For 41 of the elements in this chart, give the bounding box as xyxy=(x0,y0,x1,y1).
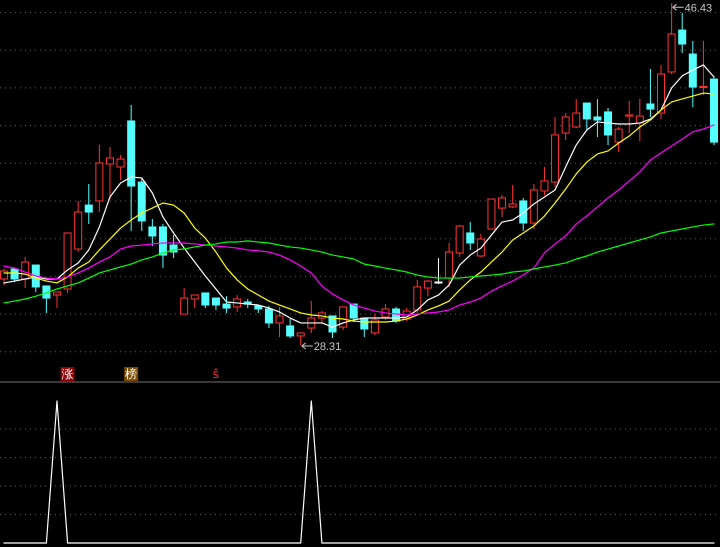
candlestick xyxy=(370,314,379,336)
candlestick xyxy=(307,300,316,334)
candlestick xyxy=(498,194,506,218)
candlestick xyxy=(646,68,654,118)
candlestick xyxy=(180,288,188,315)
candlestick xyxy=(434,258,442,285)
candlestick xyxy=(116,154,125,180)
candlestick xyxy=(212,298,220,310)
candlestick xyxy=(52,292,61,309)
candlestick xyxy=(276,306,284,338)
candlestick xyxy=(466,222,474,250)
candlestick xyxy=(413,279,422,314)
candlestick xyxy=(190,294,199,309)
candlestick xyxy=(0,268,8,286)
candlestick xyxy=(699,40,708,96)
candlestick xyxy=(593,98,602,138)
candlestick xyxy=(614,126,623,153)
candlestick xyxy=(424,279,432,297)
candlestick xyxy=(264,305,273,329)
candlestick xyxy=(84,183,93,224)
candlestick xyxy=(540,166,548,196)
candlestick xyxy=(476,233,485,258)
candlestick xyxy=(222,296,231,314)
candlestick xyxy=(286,318,294,339)
candlestick xyxy=(678,12,686,54)
candlestick xyxy=(42,285,50,314)
candlestick xyxy=(201,292,210,309)
candlestick xyxy=(582,102,591,130)
candlestick xyxy=(508,184,517,209)
candlestick xyxy=(350,304,358,322)
annotation: 46.43 xyxy=(684,2,712,14)
candlestick xyxy=(562,112,570,141)
text: ŝ xyxy=(212,367,220,381)
candlestick xyxy=(148,218,156,246)
candlestick xyxy=(572,98,580,128)
candlestick xyxy=(625,100,634,134)
candlestick xyxy=(604,107,612,146)
candlestick xyxy=(296,332,305,346)
candlestick xyxy=(519,197,528,232)
candlestick xyxy=(106,146,114,200)
annotation: 28.31 xyxy=(314,341,342,353)
